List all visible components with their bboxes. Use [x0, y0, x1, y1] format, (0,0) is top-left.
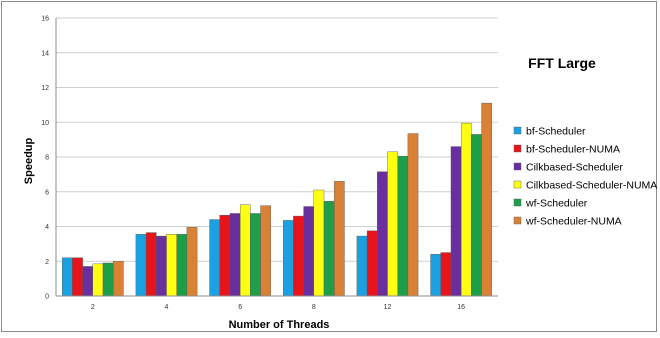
bar [407, 133, 419, 297]
bar [366, 230, 378, 297]
bar [450, 146, 462, 297]
legend-label: wf-Scheduler [525, 198, 588, 210]
bar [92, 263, 104, 297]
bar [377, 171, 388, 297]
bar [303, 206, 315, 297]
bar [176, 234, 188, 297]
bar [481, 102, 492, 297]
bar [250, 213, 261, 297]
y-tick-label: 10 [41, 120, 49, 127]
bar [135, 234, 147, 297]
bar [397, 155, 409, 297]
legend-label: bf-Scheduler-NUMA [526, 144, 620, 156]
bar [166, 234, 177, 297]
legend: bf-Scheduler bf-Scheduler-NUMA Cilkbased-S… [513, 126, 657, 228]
y-axis-label: Speedup [23, 137, 35, 184]
legend-swatch [513, 126, 522, 135]
bar [145, 232, 157, 297]
bar [460, 122, 472, 297]
bar [283, 220, 294, 297]
bar [239, 204, 251, 297]
x-tick-label: 12 [384, 304, 392, 311]
bar [186, 227, 198, 297]
bars [62, 102, 492, 297]
bar [471, 134, 482, 297]
x-tick-label: 4 [165, 304, 169, 311]
bar [102, 262, 114, 297]
bar [323, 201, 335, 297]
bar [219, 215, 231, 297]
legend-swatch [513, 144, 522, 153]
bar [72, 257, 83, 297]
x-tick-label: 2 [91, 304, 95, 311]
legend-swatch [513, 198, 522, 207]
bar [229, 213, 241, 297]
y-tick-label: 14 [41, 50, 49, 57]
bar [356, 235, 368, 297]
x-tick-label: 8 [312, 304, 316, 311]
bar [334, 181, 345, 297]
bar [260, 205, 271, 297]
y-tick-label: 16 [41, 16, 49, 23]
y-tick-label: 12 [41, 85, 49, 92]
bar-chart: 0 2 4 6 8 10 12 14 16 2 4 6 8 12 16 FFT Large Number … [23, 16, 657, 332]
bar [387, 151, 398, 297]
legend-label: Cilkbased-Scheduler [526, 162, 623, 174]
chart-frame: 0 2 4 6 8 10 12 14 16 2 4 6 8 12 16 FFT Large Number … [1, 1, 657, 332]
legend-swatch [513, 162, 522, 171]
legend-label: Cilkbased-Scheduler-NUMA [526, 180, 657, 192]
bar [62, 257, 73, 297]
y-tick-label: 8 [45, 155, 49, 162]
bar [113, 261, 124, 297]
bar [430, 254, 441, 297]
chart-title: FFT Large [528, 55, 596, 71]
legend-swatch [513, 216, 522, 225]
y-tick-labels: 0 2 4 6 8 10 12 14 16 [41, 16, 49, 301]
bar [440, 252, 452, 297]
legend-swatch [513, 180, 522, 189]
x-tick-label: 6 [238, 304, 242, 311]
x-axis-label: Number of Threads [229, 319, 330, 331]
gridlines [56, 17, 498, 262]
bar [209, 219, 220, 297]
legend-label: wf-Scheduler-NUMA [525, 216, 622, 228]
y-tick-label: 0 [45, 294, 49, 301]
bar [82, 266, 94, 297]
y-tick-label: 6 [45, 189, 49, 196]
y-tick-label: 2 [45, 259, 49, 266]
legend-label: bf-Scheduler [526, 126, 586, 138]
bar [156, 235, 167, 297]
x-tick-label: 16 [457, 304, 465, 311]
bar [313, 189, 325, 297]
y-tick-label: 4 [45, 224, 49, 231]
bar [293, 215, 304, 297]
x-tick-labels: 2 4 6 8 12 16 [91, 304, 465, 311]
